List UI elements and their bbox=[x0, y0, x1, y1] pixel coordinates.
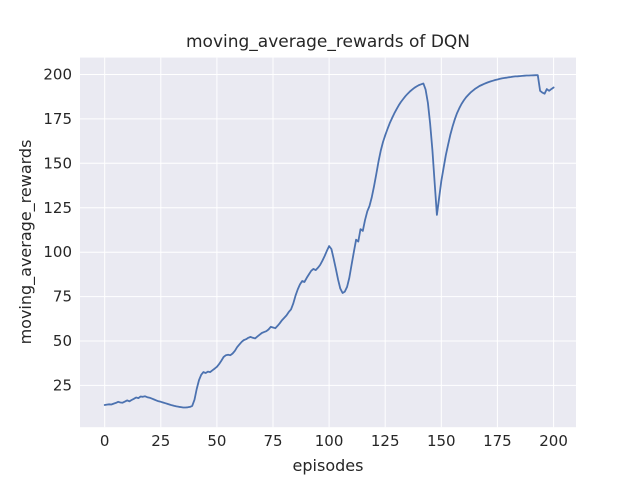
y-tick-label: 100 bbox=[43, 243, 72, 261]
x-tick-label: 75 bbox=[263, 432, 282, 450]
y-tick-label: 200 bbox=[43, 66, 72, 84]
y-tick-label: 50 bbox=[53, 332, 72, 350]
series-line bbox=[103, 74, 555, 409]
x-axis-label: episodes bbox=[292, 456, 364, 475]
x-tick-label: 25 bbox=[151, 432, 170, 450]
y-tick-label: 125 bbox=[43, 199, 72, 217]
chart-title: moving_average_rewards of DQN bbox=[185, 32, 471, 52]
x-tick-label: 0 bbox=[100, 432, 110, 450]
x-tick-label: 100 bbox=[315, 432, 344, 450]
y-tick-label: 75 bbox=[53, 288, 72, 306]
x-tick-label: 175 bbox=[483, 432, 512, 450]
x-tick-label: 200 bbox=[539, 432, 568, 450]
y-axis-label: moving_average_rewards bbox=[16, 139, 35, 345]
y-tick-label: 25 bbox=[53, 376, 72, 394]
y-tick-label: 150 bbox=[43, 154, 72, 172]
y-tick-label: 175 bbox=[43, 110, 72, 128]
x-tick-label: 125 bbox=[371, 432, 400, 450]
x-tick-label: 150 bbox=[427, 432, 456, 450]
plot-area bbox=[80, 57, 576, 428]
x-tick-label: 50 bbox=[207, 432, 226, 450]
